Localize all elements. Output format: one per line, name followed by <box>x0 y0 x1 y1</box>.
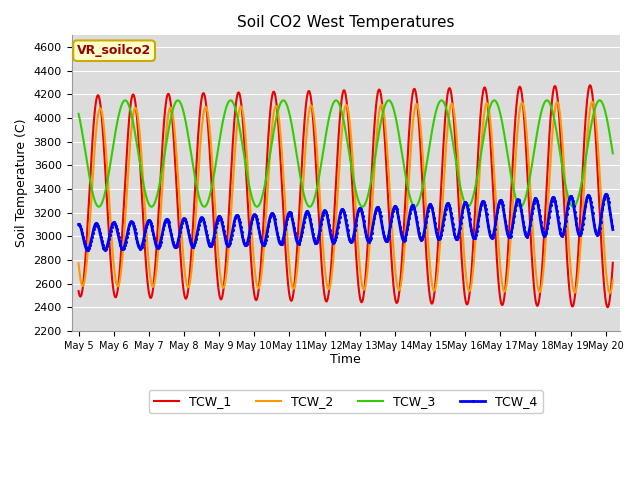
TCW_1 <box>303 97 310 103</box>
TCW_2 <box>541 251 548 257</box>
TCW_1 <box>586 83 594 88</box>
TCW_4 <box>75 222 83 228</box>
TCW_2 <box>589 99 596 105</box>
TCW_3 <box>75 111 83 117</box>
TCW_2 <box>75 261 83 266</box>
TCW_2 <box>136 128 143 134</box>
TCW_4 <box>598 205 606 211</box>
TCW_1 <box>604 304 611 310</box>
TCW_4 <box>84 247 92 253</box>
TCW_2 <box>303 131 310 137</box>
TCW_3 <box>167 113 175 119</box>
X-axis label: Time: Time <box>330 353 361 366</box>
TCW_4 <box>541 233 548 239</box>
TCW_1 <box>167 105 175 110</box>
TCW_4 <box>609 227 617 232</box>
TCW_2 <box>280 173 287 179</box>
Text: VR_soilco2: VR_soilco2 <box>77 44 151 57</box>
TCW_2 <box>606 290 614 296</box>
TCW_4 <box>136 245 143 251</box>
TCW_3 <box>570 204 577 210</box>
Legend: TCW_1, TCW_2, TCW_3, TCW_4: TCW_1, TCW_2, TCW_3, TCW_4 <box>148 390 543 413</box>
TCW_2 <box>598 218 606 224</box>
TCW_3 <box>596 97 604 103</box>
TCW_4 <box>168 232 175 238</box>
TCW_2 <box>167 105 175 111</box>
Y-axis label: Soil Temperature (C): Soil Temperature (C) <box>15 119 28 247</box>
TCW_4 <box>280 234 287 240</box>
TCW_1 <box>136 150 143 156</box>
TCW_4 <box>303 209 310 215</box>
TCW_1 <box>75 288 83 294</box>
TCW_1 <box>609 260 617 266</box>
TCW_1 <box>598 261 606 266</box>
TCW_3 <box>303 200 310 206</box>
TCW_1 <box>280 210 287 216</box>
TCW_3 <box>136 158 143 164</box>
Line: TCW_3: TCW_3 <box>79 100 613 207</box>
Line: TCW_1: TCW_1 <box>79 85 613 307</box>
TCW_1 <box>541 219 548 225</box>
TCW_3 <box>541 99 548 105</box>
TCW_4 <box>602 192 610 197</box>
Line: TCW_2: TCW_2 <box>79 102 613 293</box>
TCW_3 <box>609 150 617 156</box>
Title: Soil CO2 West Temperatures: Soil CO2 West Temperatures <box>237 15 454 30</box>
TCW_3 <box>280 97 287 103</box>
TCW_2 <box>609 277 617 283</box>
Line: TCW_4: TCW_4 <box>77 192 614 252</box>
TCW_3 <box>599 101 607 107</box>
